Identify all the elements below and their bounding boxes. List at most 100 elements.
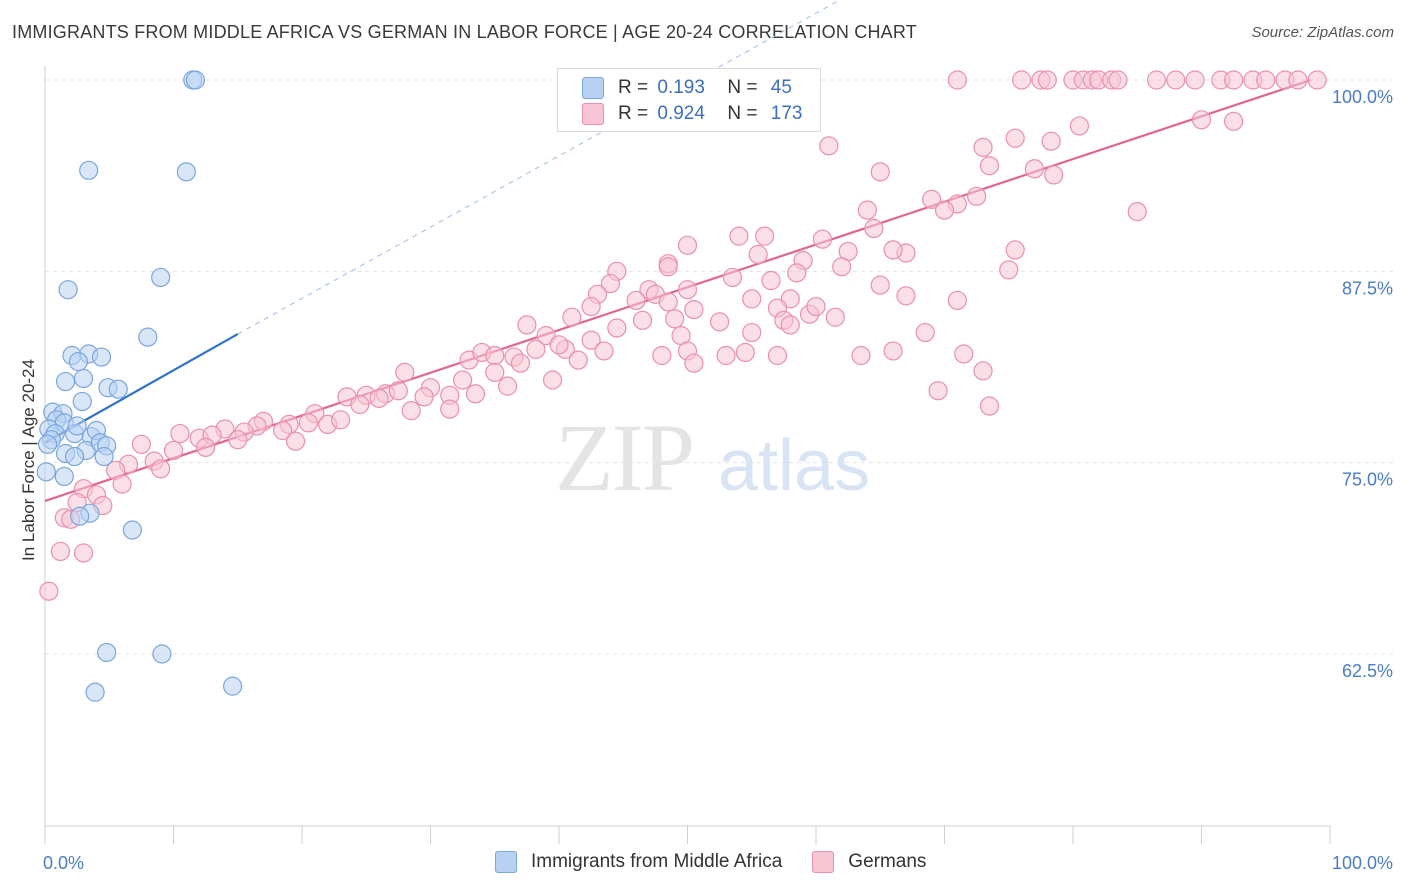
germans-point <box>870 275 890 295</box>
germans-point <box>896 286 916 306</box>
germans-point <box>485 362 505 382</box>
germans-point <box>979 156 1000 176</box>
middle-africa-point <box>36 462 56 482</box>
middle-africa-point <box>138 327 158 347</box>
germans-point <box>228 430 248 450</box>
germans-point <box>1166 70 1186 90</box>
legend-row-middle-africa: R = 0.193 N = 45 <box>582 75 792 101</box>
germans-point <box>684 300 704 320</box>
germans-point <box>453 370 473 390</box>
bottom-legend-swatch-blue <box>495 851 517 873</box>
germans-point <box>1041 131 1061 151</box>
germans-point <box>1146 70 1167 90</box>
germans-point <box>1011 70 1032 90</box>
germans-point <box>542 370 563 390</box>
germans-point <box>825 307 845 327</box>
germans-point <box>350 394 370 415</box>
germans-point <box>549 335 569 355</box>
germans-point <box>710 312 730 332</box>
germans-point <box>1256 70 1276 90</box>
germans-point <box>562 307 582 327</box>
germans-point <box>1224 70 1244 90</box>
germans-point <box>973 137 993 157</box>
middle-africa-point <box>176 162 196 182</box>
middle-africa-point <box>152 644 172 664</box>
legend-r-label: R = <box>618 77 649 98</box>
middle-africa-point <box>58 280 78 300</box>
germans-point <box>1024 159 1045 179</box>
germans-point <box>369 388 389 408</box>
germans-point <box>1108 70 1128 90</box>
germans-point <box>526 339 546 359</box>
germans-point <box>999 260 1019 280</box>
germans-point <box>716 345 736 366</box>
germans-point <box>581 330 601 350</box>
germans-point <box>298 413 319 433</box>
middle-africa-point <box>67 416 87 436</box>
legend-row-germans: R = 0.924 N = 173 <box>582 101 802 127</box>
germans-point <box>112 474 132 494</box>
middle-africa-point <box>108 379 128 399</box>
germans-point <box>1127 202 1147 222</box>
legend-n-label: N = <box>727 77 758 98</box>
germans-point <box>767 345 788 366</box>
germans-point <box>967 186 987 206</box>
germans-point <box>388 381 408 401</box>
germans-point <box>780 315 800 335</box>
germans-point <box>883 341 903 361</box>
middle-africa-point <box>91 347 112 367</box>
germans-point <box>498 376 518 396</box>
germans-point <box>1307 70 1327 90</box>
germans-point <box>947 70 967 90</box>
legend: R = 0.193 N = 45 R = 0.924 N = 173 <box>557 68 821 132</box>
germans-point <box>73 543 94 563</box>
germans-point <box>922 189 942 209</box>
germans-point <box>131 434 151 454</box>
middle-africa-point <box>79 160 99 180</box>
germans-point <box>787 263 807 283</box>
germans-point <box>754 226 775 246</box>
middle-africa-point <box>55 371 76 392</box>
germans-point <box>196 437 216 457</box>
middle-africa-point <box>37 434 58 454</box>
germans-point <box>658 257 678 277</box>
y-tick-label: 87.5% <box>1342 278 1393 298</box>
bottom-legend-label: Germans <box>848 851 927 872</box>
germans-point <box>568 350 588 370</box>
germans-point <box>915 322 935 343</box>
bottom-legend: Immigrants from Middle Africa Germans <box>495 851 956 873</box>
germans-point <box>330 410 351 430</box>
germans-point <box>39 581 59 601</box>
middle-africa-point <box>122 520 142 540</box>
germans-point <box>632 310 653 330</box>
x-tick-label: 100.0% <box>1332 853 1393 873</box>
germans-point <box>285 431 306 451</box>
tick-labels: 62.5% 75.0% 87.5% 100.0% 0.0% 100.0% <box>43 87 1393 873</box>
germans-point <box>600 273 621 294</box>
germans-point <box>1005 240 1025 260</box>
bottom-legend-swatch-pink <box>812 851 835 873</box>
middle-africa-point <box>85 682 105 702</box>
germans-point <box>812 229 833 249</box>
germans-point <box>883 240 903 260</box>
middle-africa-point <box>97 642 117 663</box>
middle-africa-point <box>72 391 92 412</box>
y-tick-label: 62.5% <box>1342 661 1393 681</box>
middle-africa-point <box>73 368 94 389</box>
germans-point <box>934 200 955 220</box>
middle-africa-point <box>64 446 85 467</box>
chart-title: IMMIGRANTS FROM MIDDLE AFRICA VS GERMAN … <box>12 22 917 42</box>
germans-point <box>1224 111 1244 131</box>
germans-point <box>581 296 601 317</box>
germans-point <box>851 345 871 366</box>
germans-point <box>485 345 505 366</box>
germans-points <box>39 70 1327 601</box>
x-tick-label: 0.0% <box>43 853 84 873</box>
germans-point <box>414 387 434 407</box>
legend-n-value: 173 <box>770 103 803 124</box>
germans-point <box>973 361 993 381</box>
germans-point <box>50 541 71 562</box>
germans-point <box>273 420 293 441</box>
middle-africa-points <box>36 70 243 702</box>
